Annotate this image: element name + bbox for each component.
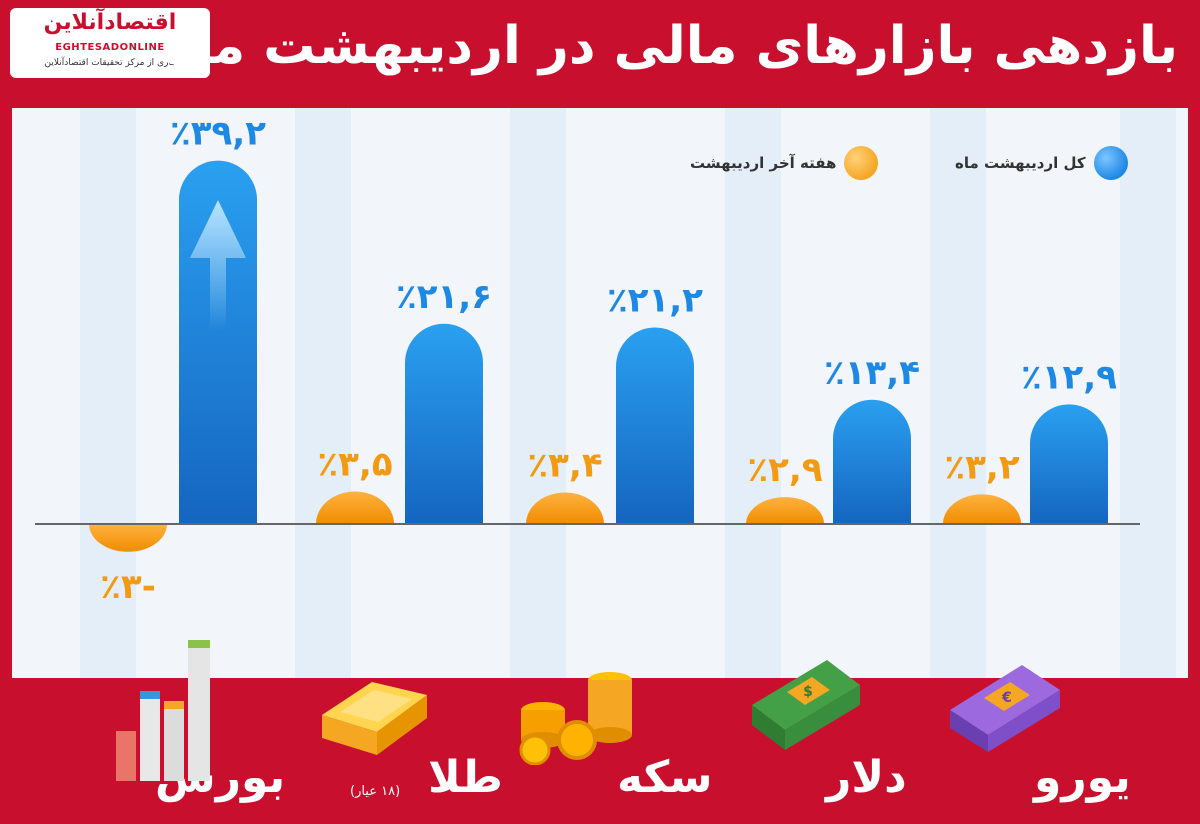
- background-stripe: [930, 108, 986, 678]
- legend-label-week: هفته آخر اردیبهشت: [690, 154, 837, 172]
- category-label-euro: یورو: [1034, 752, 1131, 803]
- background-stripe: [510, 108, 566, 678]
- background-stripe: [295, 108, 351, 678]
- euro-bills-icon: €: [950, 665, 1060, 752]
- category-label-coin: سکه: [617, 752, 713, 803]
- bar-week-coin: [526, 492, 604, 524]
- chart-legend: کل اردیبهشت ماه هفته آخر اردیبهشت: [0, 0, 1200, 200]
- up-arrow-icon: [190, 200, 246, 330]
- data-label-week-dollar: ٪۲,۹: [747, 450, 822, 490]
- data-label-week-bourse: -٪۳: [100, 567, 156, 607]
- brand-logo: اقتصادآنلاین EGHTESADONLINE کاری از مرکز…: [10, 8, 210, 78]
- background-stripe: [1120, 108, 1176, 678]
- logo-subtitle: کاری از مرکز تحقیقات اقتصادآنلاین: [44, 58, 176, 68]
- svg-text:€: €: [1001, 690, 1012, 706]
- bar-month-euro: [1030, 404, 1108, 524]
- data-label-month-coin: ٪۲۱,۲: [607, 280, 703, 320]
- logo-name: اقتصادآنلاین: [43, 10, 177, 35]
- bar-month-coin: [616, 327, 694, 524]
- data-label-month-gold: ٪۲۱,۶: [396, 277, 492, 317]
- legend-item-month: کل اردیبهشت ماه: [955, 146, 1128, 180]
- svg-text:$: $: [803, 684, 813, 700]
- legend-item-week: هفته آخر اردیبهشت: [690, 146, 879, 180]
- bar-month-gold: [405, 323, 483, 524]
- data-label-month-euro: ٪۱۲,۹: [1021, 357, 1117, 397]
- page-title: بازدهی بازارهای مالی در اردیبهشت ماه: [162, 16, 1178, 76]
- data-label-month-dollar: ٪۱۳,۴: [824, 353, 920, 393]
- logo-latin: EGHTESADONLINE: [55, 42, 165, 53]
- legend-label-month: کل اردیبهشت ماه: [955, 154, 1086, 172]
- bar-month-dollar: [833, 399, 911, 524]
- bar-chart-icon: [116, 640, 210, 781]
- data-label-week-coin: ٪۳,۴: [527, 445, 602, 485]
- category-note-gold: (۱۸ عیار): [350, 784, 401, 799]
- legend-swatch-month: [1093, 146, 1128, 180]
- background-stripe: [725, 108, 781, 678]
- legend-swatch-week: [844, 146, 879, 180]
- bar-week-bourse: [89, 524, 167, 552]
- category-label-gold: طلا: [428, 752, 503, 803]
- dollar-bills-icon: $: [752, 660, 860, 750]
- data-label-week-euro: ٪۳,۲: [944, 447, 1019, 487]
- bar-week-euro: [943, 494, 1021, 524]
- data-label-month-bourse: ٪۳۹,۲: [170, 114, 266, 154]
- category-label-dollar: دلار: [826, 752, 907, 803]
- gold-bar-icon: [322, 682, 427, 755]
- coins-icon: [519, 672, 632, 765]
- background-stripe: [80, 108, 136, 678]
- data-label-week-gold: ٪۳,۵: [317, 445, 392, 485]
- bar-week-dollar: [746, 497, 824, 524]
- bar-week-gold: [316, 491, 394, 524]
